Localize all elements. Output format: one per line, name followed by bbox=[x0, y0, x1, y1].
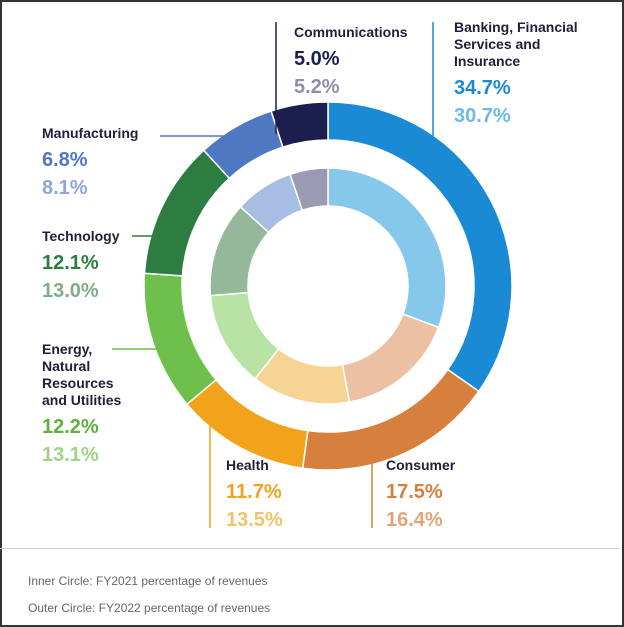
category-name: Banking, Financial Services and Insuranc… bbox=[454, 19, 578, 69]
footnote-inner: Inner Circle: FY2021 percentage of reven… bbox=[28, 574, 268, 588]
value-fy2022: 12.1% bbox=[42, 252, 99, 274]
outer-ring bbox=[143, 101, 513, 471]
category-name: Consumer bbox=[386, 457, 456, 473]
value-fy2022: 34.7% bbox=[454, 77, 511, 99]
footnote-outer: Outer Circle: FY2022 percentage of reven… bbox=[28, 601, 271, 615]
label-banking: Banking, Financial Services and Insuranc… bbox=[454, 19, 578, 129]
value-fy2021: 16.4% bbox=[386, 509, 443, 531]
value-fy2022: 12.2% bbox=[42, 416, 99, 438]
inner-slice-banking-financial-services-and-insurance bbox=[327, 167, 447, 329]
category-name: Health bbox=[226, 457, 269, 473]
value-fy2022: 6.8% bbox=[42, 149, 88, 171]
outer-slice-energy-natural-resources-and-utilities bbox=[143, 272, 218, 406]
leader-lines bbox=[112, 22, 434, 528]
value-fy2021: 13.1% bbox=[42, 444, 99, 466]
value-fy2021: 8.1% bbox=[42, 177, 88, 199]
value-fy2022: 11.7% bbox=[226, 481, 282, 503]
category-name: Energy, Natural Resources and Utilities bbox=[42, 341, 122, 408]
value-fy2022: 17.5% bbox=[386, 481, 443, 503]
footer-divider bbox=[0, 548, 620, 549]
category-name: Communications bbox=[294, 24, 408, 40]
inner-slice-communications bbox=[289, 167, 329, 212]
outer-slice-communications bbox=[270, 101, 329, 149]
value-fy2021: 13.5% bbox=[226, 509, 283, 531]
value-fy2021: 5.2% bbox=[294, 76, 340, 98]
value-fy2022: 5.0% bbox=[294, 48, 340, 70]
category-name: Technology bbox=[42, 228, 120, 244]
inner-ring bbox=[209, 167, 447, 405]
value-fy2021: 30.7% bbox=[454, 105, 511, 127]
label-energy: Energy, Natural Resources and Utilities … bbox=[42, 341, 121, 468]
label-manufacturing: Manufacturing 6.8% 8.1% bbox=[42, 125, 138, 201]
value-fy2021: 13.0% bbox=[42, 280, 99, 302]
label-communications: Communications 5.0% 5.2% bbox=[294, 24, 408, 100]
label-technology: Technology 12.1% 13.0% bbox=[42, 228, 120, 304]
inner-slice-consumer bbox=[341, 313, 440, 403]
category-name: Manufacturing bbox=[42, 125, 139, 141]
label-consumer: Consumer 17.5% 16.4% bbox=[386, 457, 455, 533]
label-health: Health 11.7% 13.5% bbox=[226, 457, 283, 533]
